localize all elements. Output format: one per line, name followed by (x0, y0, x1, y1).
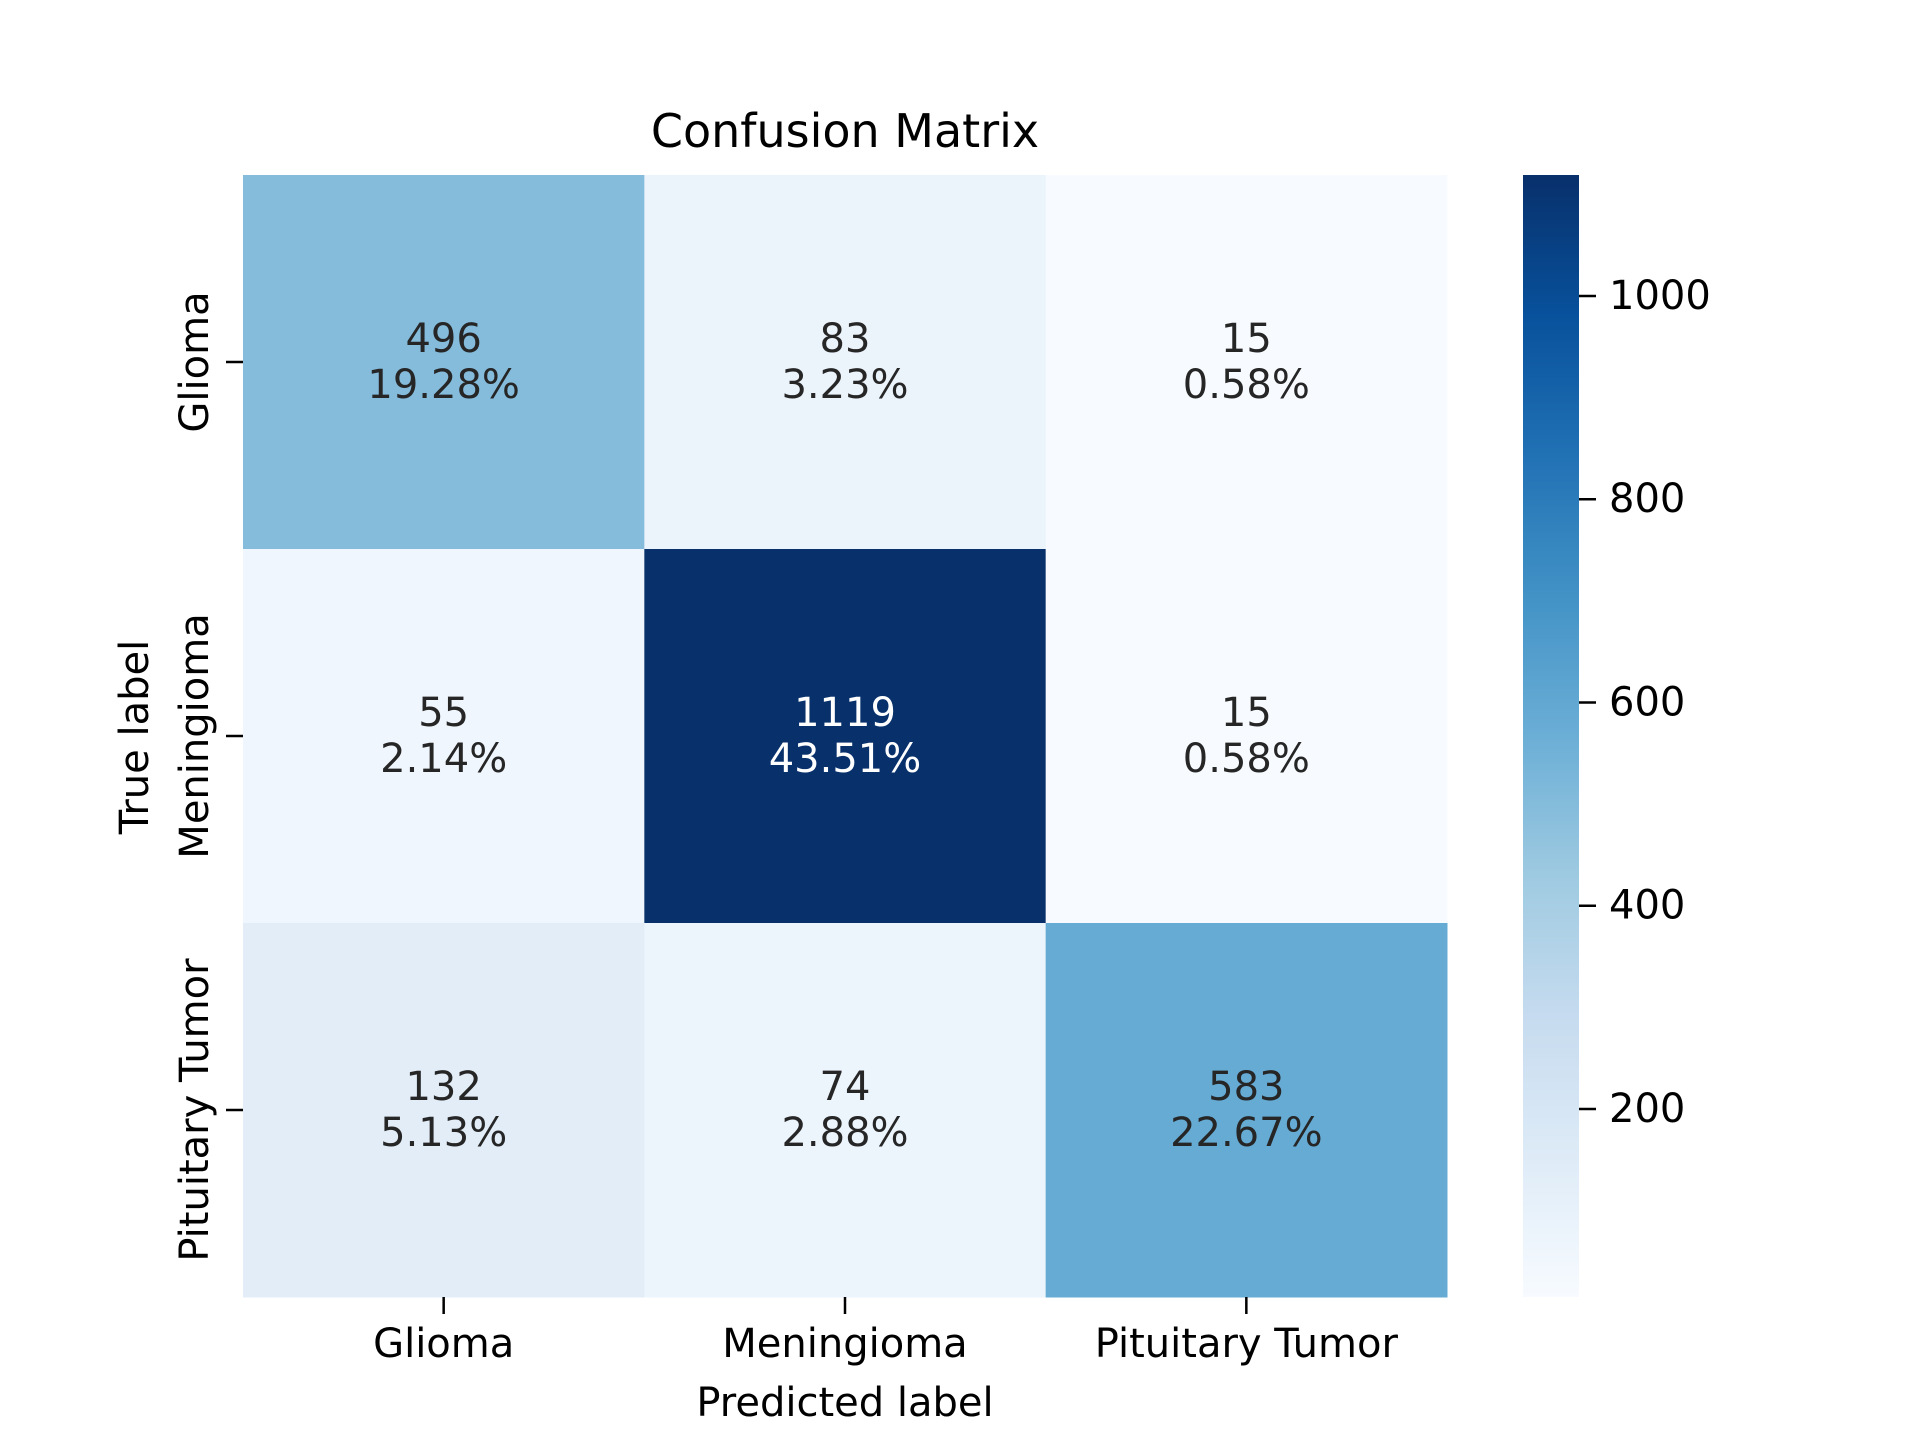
cell-percentage-label: 0.58% (1183, 362, 1310, 408)
colorbar-tick-label: 600 (1609, 679, 1685, 725)
x-axis: Glioma Meningioma Pituitary Tumor (373, 1297, 1398, 1367)
cell-percentage-label: 0.58% (1183, 736, 1310, 782)
y-axis-title: True label (112, 640, 158, 835)
heatmap-cell-pituitary-tumor-pituitary-tumor (1045, 923, 1448, 1298)
chart-title: Confusion Matrix (651, 104, 1039, 158)
heatmap-cell-pituitary-tumor-glioma (243, 923, 645, 1298)
y-tick-label-meningioma: Meningioma (172, 613, 218, 858)
cell-count-label: 1119 (794, 690, 896, 736)
cell-percentage-label: 19.28% (367, 362, 520, 408)
colorbar-tick-label: 400 (1609, 883, 1685, 929)
cell-count-label: 15 (1221, 690, 1272, 736)
heatmap-cells (243, 175, 1448, 1298)
colorbar-gradient (1523, 175, 1579, 1297)
cell-percentage-label: 5.13% (380, 1110, 507, 1156)
cell-count-label: 74 (820, 1064, 871, 1110)
cell-percentage-label: 22.67% (1170, 1110, 1323, 1156)
heatmap-cell-meningioma-pituitary-tumor (1045, 549, 1448, 924)
y-tick-label-pituitary-tumor: Pituitary Tumor (172, 958, 218, 1262)
cell-count-label: 132 (405, 1064, 481, 1110)
heatmap-cell-glioma-pituitary-tumor (1045, 175, 1448, 550)
heatmap-cell-pituitary-tumor-meningioma (644, 923, 1047, 1298)
heatmap-cell-labels: 49619.28%833.23%150.58%552.14%111943.51%… (367, 316, 1322, 1156)
colorbar-tick-label: 200 (1609, 1086, 1685, 1132)
cell-percentage-label: 3.23% (781, 362, 908, 408)
heatmap-cell-meningioma-glioma (243, 549, 645, 924)
x-tick-label-pituitary-tumor: Pituitary Tumor (1095, 1321, 1399, 1367)
y-axis: Glioma Meningioma Pituitary Tumor (172, 291, 243, 1262)
cell-percentage-label: 2.88% (781, 1110, 908, 1156)
x-tick-label-glioma: Glioma (373, 1321, 514, 1367)
heatmap-cell-glioma-glioma (243, 175, 645, 550)
cell-count-label: 15 (1221, 316, 1272, 362)
cell-count-label: 83 (820, 316, 871, 362)
cell-percentage-label: 43.51% (769, 736, 922, 782)
colorbar: 200 400 600 800 1000 (1523, 175, 1711, 1297)
x-tick-label-meningioma: Meningioma (722, 1321, 967, 1367)
heatmap-cell-glioma-meningioma (644, 175, 1047, 550)
heatmap-cell-meningioma-meningioma (644, 549, 1047, 924)
cell-count-label: 583 (1208, 1064, 1284, 1110)
colorbar-tick-label: 1000 (1609, 273, 1711, 319)
cell-percentage-label: 2.14% (380, 736, 507, 782)
cell-count-label: 55 (418, 690, 469, 736)
x-axis-title: Predicted label (696, 1380, 993, 1426)
cell-count-label: 496 (405, 316, 481, 362)
colorbar-tick-label: 800 (1609, 476, 1685, 522)
y-tick-label-glioma: Glioma (172, 291, 218, 432)
